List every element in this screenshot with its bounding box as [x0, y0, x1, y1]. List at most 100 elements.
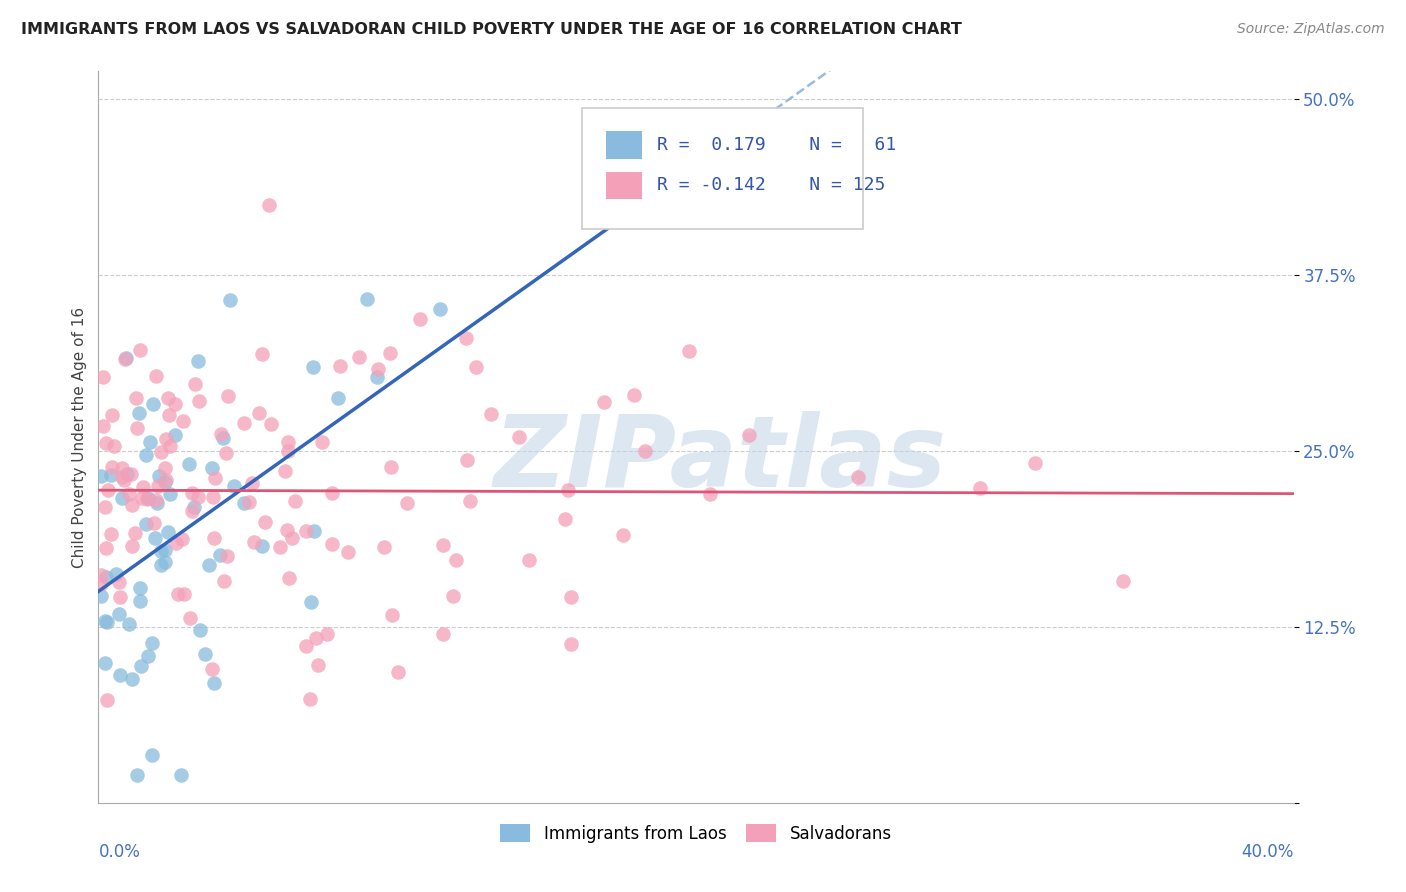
Point: [153, 555, 176, 569]
Point: [153, 543, 176, 558]
Point: [307, 657, 329, 672]
Text: 40.0%: 40.0%: [1241, 843, 1294, 861]
Point: [90, 468, 112, 483]
Point: [429, 301, 451, 316]
Point: [202, 531, 225, 545]
Point: [121, 498, 143, 512]
Point: [1112, 574, 1135, 588]
Point: [367, 362, 389, 376]
Point: [194, 647, 217, 661]
Legend: Immigrants from Laos, Salvadorans: Immigrants from Laos, Salvadorans: [494, 817, 898, 849]
Point: [117, 467, 139, 481]
Point: [284, 494, 307, 508]
Text: IMMIGRANTS FROM LAOS VS SALVADORAN CHILD POVERTY UNDER THE AGE OF 16 CORRELATION: IMMIGRANTS FROM LAOS VS SALVADORAN CHILD…: [21, 22, 962, 37]
Point: [329, 359, 352, 374]
Point: [117, 487, 139, 501]
Point: [311, 435, 333, 450]
Point: [305, 631, 328, 645]
Point: [444, 553, 467, 567]
Point: [118, 616, 141, 631]
Point: [128, 593, 150, 607]
Point: [94, 614, 117, 628]
Point: [155, 432, 177, 446]
Point: [139, 434, 162, 449]
Point: [846, 470, 869, 484]
Point: [153, 475, 176, 489]
Point: [172, 414, 194, 428]
Point: [125, 421, 148, 435]
Point: [276, 523, 298, 537]
Point: [105, 566, 128, 581]
Point: [127, 767, 149, 781]
Point: [299, 692, 322, 706]
Point: [233, 416, 256, 430]
Point: [634, 444, 657, 458]
Point: [159, 487, 181, 501]
Point: [201, 460, 224, 475]
Point: [136, 648, 159, 663]
Point: [91, 418, 114, 433]
Point: [159, 439, 181, 453]
Point: [201, 490, 224, 504]
Point: [110, 470, 132, 484]
Point: [167, 587, 190, 601]
Point: [281, 531, 304, 545]
Point: [94, 541, 117, 555]
Point: [155, 473, 177, 487]
FancyBboxPatch shape: [582, 108, 863, 228]
Point: [454, 331, 477, 345]
Point: [110, 590, 132, 604]
Point: [464, 360, 486, 375]
Point: [186, 354, 208, 368]
Point: [508, 430, 530, 444]
Point: [156, 524, 179, 539]
Point: [215, 549, 238, 563]
Point: [93, 369, 115, 384]
Point: [131, 491, 153, 505]
Point: [100, 460, 122, 475]
Text: Source: ZipAtlas.com: Source: ZipAtlas.com: [1237, 22, 1385, 37]
Point: [347, 350, 370, 364]
Point: [678, 343, 700, 358]
Point: [479, 407, 502, 421]
Point: [188, 624, 211, 638]
Point: [129, 343, 152, 358]
Point: [294, 639, 316, 653]
Point: [208, 548, 231, 562]
Point: [218, 293, 240, 308]
Point: [145, 496, 167, 510]
Point: [181, 486, 204, 500]
Text: ZIPatlas: ZIPatlas: [494, 410, 946, 508]
Point: [409, 311, 432, 326]
Y-axis label: Child Poverty Under the Age of 16: Child Poverty Under the Age of 16: [72, 307, 87, 567]
Point: [215, 445, 238, 459]
Point: [94, 500, 117, 514]
Point: [560, 591, 582, 605]
Point: [373, 541, 395, 555]
Point: [356, 292, 378, 306]
Point: [257, 198, 280, 212]
FancyBboxPatch shape: [606, 171, 643, 199]
Point: [381, 607, 404, 622]
Point: [125, 391, 148, 405]
Point: [157, 409, 180, 423]
Point: [321, 486, 343, 500]
Point: [387, 665, 409, 679]
Point: [204, 471, 226, 485]
Point: [97, 483, 120, 497]
Point: [163, 428, 186, 442]
Point: [115, 351, 138, 365]
Point: [181, 504, 204, 518]
Point: [201, 662, 224, 676]
Point: [224, 479, 246, 493]
Point: [217, 389, 239, 403]
Point: [96, 693, 118, 707]
Point: [277, 434, 299, 449]
Point: [254, 515, 277, 529]
Point: [149, 558, 172, 573]
Point: [90, 589, 112, 603]
Point: [177, 457, 200, 471]
Point: [111, 461, 134, 475]
Point: [299, 595, 322, 609]
Point: [396, 496, 419, 510]
